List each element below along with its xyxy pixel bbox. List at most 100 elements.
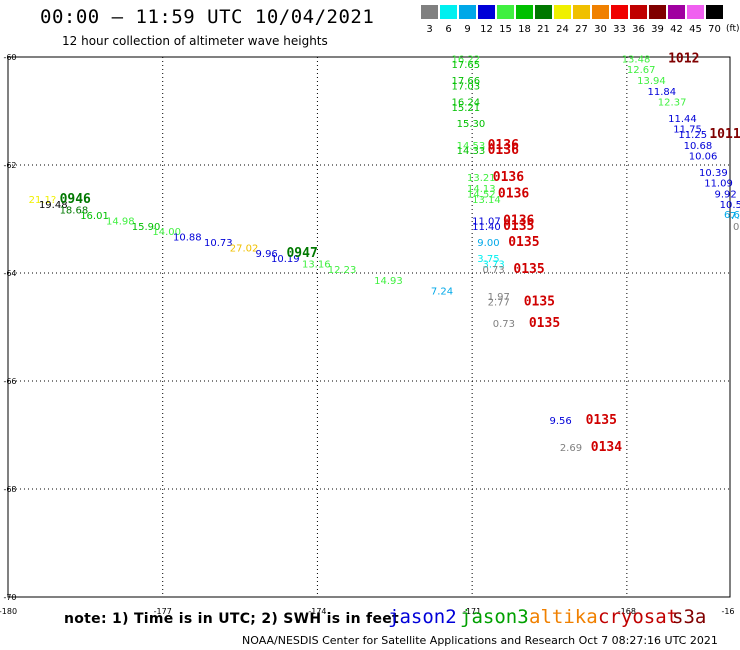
pass-time-label: 1012	[668, 51, 699, 66]
lon-tick-label: -174	[308, 607, 326, 616]
lon-tick-label: -177	[154, 607, 172, 616]
credit-line: NOAA/NESDIS Center for Satellite Applica…	[242, 634, 718, 647]
legend-label: 70	[708, 24, 721, 35]
lat-tick-label: -70	[3, 593, 16, 602]
wave-height-value: 9.92	[715, 189, 737, 200]
legend-label: 36	[632, 24, 645, 35]
wave-height-value: 13.14	[472, 195, 501, 206]
wave-height-value: 14.00	[152, 227, 181, 238]
wave-height-value: 10.51	[720, 200, 740, 211]
wave-height-value: 9.56	[550, 416, 572, 427]
pass-time-label: 0135	[503, 219, 534, 234]
lon-tick-label: -171	[463, 607, 481, 616]
legend-swatch	[440, 5, 457, 19]
wave-height-value: 14.93	[374, 276, 403, 287]
legend-swatch	[573, 5, 590, 19]
wave-height-value: 12.23	[328, 265, 357, 276]
wave-height-value: 13.21	[467, 173, 496, 184]
satellite-altika: altika	[529, 606, 598, 628]
legend-label: 18	[518, 24, 531, 35]
pass-time-label: 0135	[513, 262, 544, 277]
satellite-cryosat: cryosat	[598, 606, 679, 628]
wave-height-value: 14.13	[467, 184, 496, 195]
legend-label: 6	[445, 24, 452, 35]
wave-height-value: 27.02	[230, 243, 259, 254]
legend-swatch	[611, 5, 628, 19]
wave-height-value: 10.06	[689, 152, 718, 163]
wave-height-value: 10.73	[204, 238, 233, 249]
map-subtitle: 12 hour collection of altimeter wave hei…	[62, 34, 328, 48]
wave-height-value: 16.01	[80, 211, 109, 222]
map-title: 00:00 — 11:59 UTC 10/04/2021	[40, 6, 375, 28]
lat-tick-label: -68	[3, 485, 16, 494]
wave-height-value: 13.94	[637, 76, 666, 87]
wave-height-value: 18.68	[60, 206, 89, 217]
legend-label: 12	[480, 24, 493, 35]
wave-height-value: 13.16	[302, 260, 331, 271]
legend-label: 45	[689, 24, 702, 35]
legend-label: 21	[537, 24, 550, 35]
wave-height-value: 19.48	[39, 200, 68, 211]
wave-height-value: 15.30	[457, 119, 486, 130]
legend-label: 24	[556, 24, 569, 35]
legend-swatch	[478, 5, 495, 19]
lat-tick-label: -64	[3, 269, 16, 278]
legend-label: 3	[426, 24, 433, 35]
legend-swatch	[516, 5, 533, 19]
wave-height-value: 10.88	[173, 233, 202, 244]
pass-time-label: 0136	[503, 213, 534, 228]
pass-time-label: 0136	[488, 138, 519, 153]
wave-height-value: 10.19	[271, 254, 300, 265]
wave-height-value: 9.00	[477, 238, 499, 249]
pass-time-label: 0135	[586, 413, 617, 428]
legend-swatch	[630, 5, 647, 19]
lon-tick-label: -16	[721, 607, 734, 616]
legend-swatch	[668, 5, 685, 19]
plot-frame	[7, 56, 731, 598]
footer-note: note: 1) Time is in UTC; 2) SWH is in fe…	[64, 611, 400, 627]
pass-time-label: 0946	[60, 192, 91, 207]
wave-height-value: 0.73	[493, 319, 515, 330]
wave-height-value: 11.84	[647, 87, 676, 98]
wave-height-value: 11.09	[704, 179, 733, 190]
edge-fragment-label: 6.6	[724, 210, 740, 221]
satellite-jason2: jason2	[388, 606, 457, 628]
wave-height-value: 17.03	[452, 81, 481, 92]
wave-height-value: 14.52	[467, 189, 496, 200]
pass-time-label: 1011	[709, 127, 740, 142]
wave-height-value: 16.24	[452, 98, 481, 109]
wave-height-value: 0.73	[482, 265, 504, 276]
wave-height-value: 17.65	[452, 60, 481, 71]
wave-height-value: 1.97	[488, 292, 510, 303]
legend-label: 39	[651, 24, 664, 35]
wave-height-value: 11.25	[678, 130, 707, 141]
wave-height-value: 3.73	[482, 260, 504, 271]
wave-height-value: 10.68	[684, 141, 713, 152]
wave-height-value: 7.20	[730, 211, 740, 222]
legend-swatch	[535, 5, 552, 19]
legend-swatch	[592, 5, 609, 19]
pass-time-label: 0136	[498, 186, 529, 201]
wave-height-value: 21.1?	[29, 195, 57, 206]
wave-height-value: 14.98	[106, 216, 135, 227]
wave-height-value: 10.39	[699, 168, 728, 179]
wave-height-value: 14.33	[457, 146, 486, 157]
pass-time-label: 0135	[508, 235, 539, 250]
legend-swatch	[459, 5, 476, 19]
wave-height-value: 9.96	[256, 249, 278, 260]
wave-height-value: 11.40	[472, 222, 501, 233]
satellite-s3a: s3a	[672, 606, 707, 628]
pass-time-label: 0136	[493, 170, 524, 185]
lon-tick-label: -168	[618, 607, 636, 616]
pass-time-label: 0135	[529, 316, 560, 331]
legend-swatch	[497, 5, 514, 19]
legend-label: 9	[464, 24, 471, 35]
legend-swatch	[687, 5, 704, 19]
legend-swatch	[421, 5, 438, 19]
wave-height-value: 11.44	[668, 114, 697, 125]
satellite-jason3: jason3	[460, 606, 529, 628]
pass-time-label: 0134	[591, 440, 622, 455]
wave-height-value: 13.48	[622, 54, 651, 65]
wave-height-value: 7.24	[431, 287, 453, 298]
